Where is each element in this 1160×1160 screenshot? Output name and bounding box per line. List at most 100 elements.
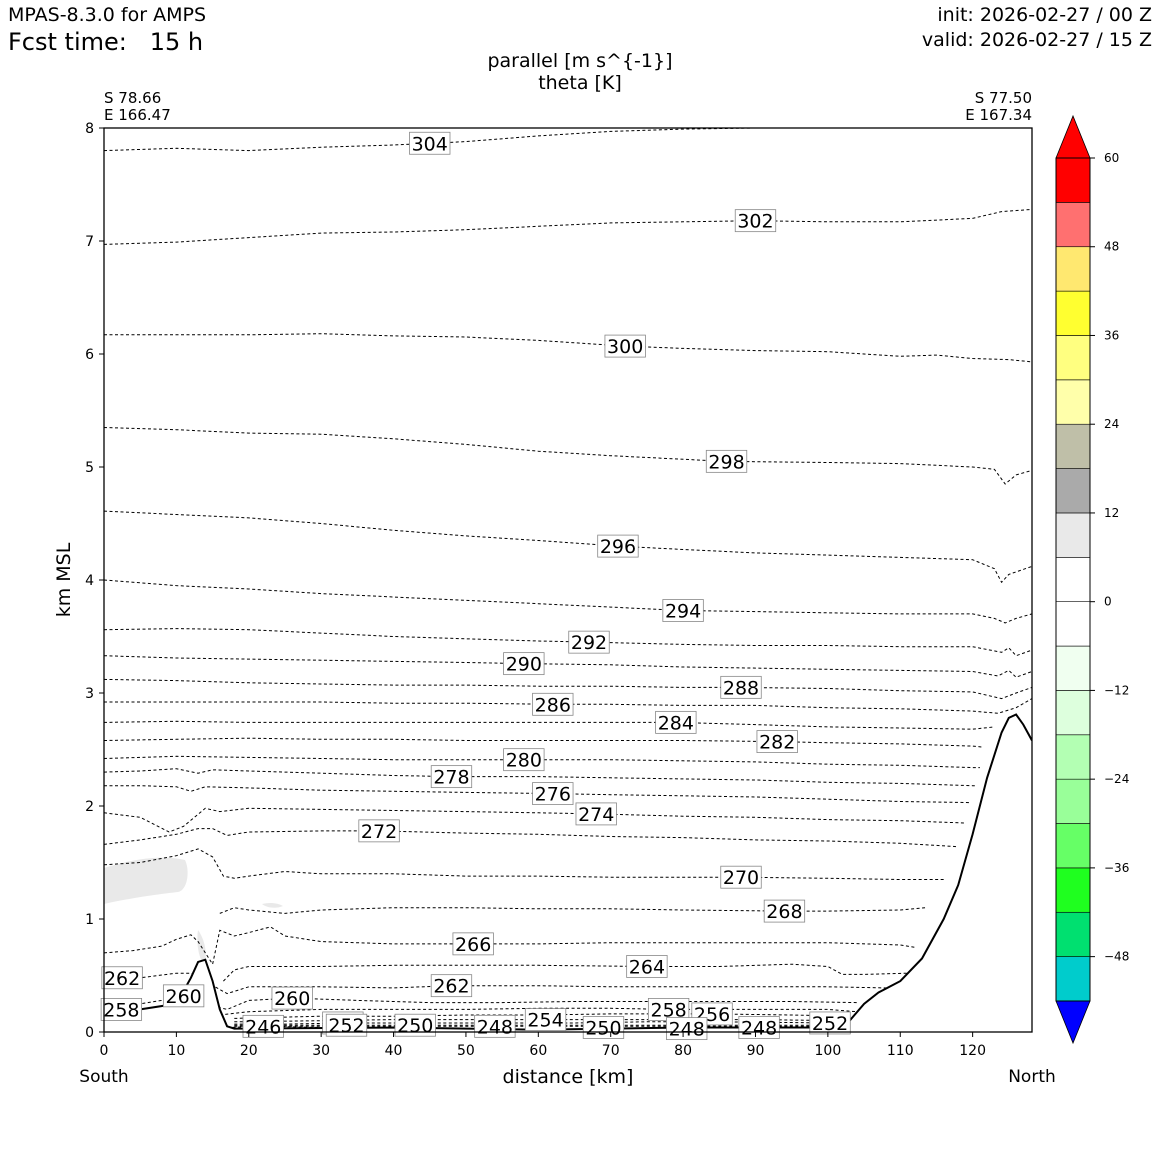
contour-label: 254 bbox=[527, 1010, 563, 1032]
contour-label: 294 bbox=[665, 601, 701, 623]
x-tick-label: 60 bbox=[529, 1043, 547, 1059]
colorbar-segment bbox=[1055, 290, 1091, 336]
theta-contour-300 bbox=[104, 333, 1032, 363]
colorbar-segment bbox=[1055, 468, 1091, 514]
contour-label-box bbox=[662, 599, 704, 622]
south-label: South bbox=[79, 1067, 128, 1087]
contour-label-box bbox=[532, 692, 574, 716]
contour-label: 248 bbox=[477, 1016, 513, 1038]
x-tick-label: 0 bbox=[100, 1043, 109, 1059]
y-tick-label: 7 bbox=[85, 234, 94, 250]
colorbar-segment bbox=[1055, 645, 1091, 691]
theta-contour-284 bbox=[104, 720, 995, 730]
theta-contour-266 bbox=[104, 926, 915, 966]
contour-label: 288 bbox=[723, 677, 759, 699]
colorbar-segment bbox=[1055, 557, 1091, 602]
contour-label-box bbox=[705, 449, 748, 473]
colorbar-tick-label: −12 bbox=[1104, 683, 1129, 697]
contour-label: 248 bbox=[669, 1019, 705, 1041]
x-tick-label: 80 bbox=[674, 1043, 692, 1059]
forecast-time-value: 15 h bbox=[149, 28, 204, 56]
theta-contour-282 bbox=[104, 737, 984, 748]
theta-contour-272 bbox=[104, 828, 959, 848]
contour-label: 250 bbox=[397, 1015, 433, 1037]
theta-contour-296 bbox=[104, 510, 1032, 584]
colorbar-extend-min bbox=[1055, 1000, 1091, 1045]
colorbar-tick-label: −24 bbox=[1104, 772, 1129, 786]
y-tick-label: 1 bbox=[85, 912, 94, 928]
contour-label-box bbox=[271, 986, 313, 1010]
contour-label-box bbox=[101, 966, 143, 990]
theta-contour-298 bbox=[104, 427, 1032, 485]
colorbar-segment bbox=[1055, 911, 1091, 957]
colorbar: 60 48 36 24 12 0 −12 −24 −36 −48 bbox=[1055, 114, 1129, 1045]
terrain-layer bbox=[104, 713, 1032, 1032]
y-tick-label: 0 bbox=[85, 1025, 94, 1041]
init-time: init: 2026-02-27 / 00 Z bbox=[937, 4, 1152, 26]
colorbar-tick-label: 0 bbox=[1104, 595, 1112, 609]
contour-label-box bbox=[430, 765, 473, 789]
contour-label: 284 bbox=[658, 712, 694, 734]
contour-label: 246 bbox=[245, 1016, 281, 1038]
valid-time: valid: 2026-02-27 / 15 Z bbox=[921, 29, 1152, 51]
contour-label-box bbox=[503, 652, 545, 676]
right-end-lon: E 167.34 bbox=[965, 106, 1032, 124]
colorbar-segment bbox=[1055, 778, 1091, 824]
contour-label: 270 bbox=[723, 867, 759, 889]
y-tick-label: 3 bbox=[85, 686, 94, 702]
theta-contour-294 bbox=[104, 579, 1032, 624]
colorbar-segment bbox=[1055, 512, 1091, 558]
model-title: MPAS-8.3.0 for AMPS bbox=[8, 4, 207, 26]
contour-label: 280 bbox=[506, 750, 542, 772]
x-tick-label: 10 bbox=[167, 1043, 185, 1059]
theta-contour-274 bbox=[104, 807, 966, 833]
theta-contour-276 bbox=[104, 785, 972, 804]
x-tick-label: 40 bbox=[385, 1043, 403, 1059]
x-tick-label: 90 bbox=[747, 1043, 765, 1059]
contour-label: 290 bbox=[506, 654, 542, 676]
x-axis: 0 10 20 30 40 50 60 70 80 90 100 110 120 bbox=[100, 1032, 986, 1059]
colorbar-segment bbox=[1055, 157, 1091, 203]
contour-label: 252 bbox=[812, 1013, 848, 1035]
contour-label-box bbox=[394, 1013, 436, 1037]
contour-label-box bbox=[503, 748, 545, 772]
contour-label-box bbox=[604, 334, 646, 358]
contour-label-box bbox=[738, 1016, 780, 1039]
contour-label: 292 bbox=[571, 632, 607, 654]
right-end-lat: S 77.50 bbox=[975, 89, 1032, 107]
contour-label-box bbox=[358, 819, 400, 843]
contour-label-box bbox=[325, 1013, 368, 1037]
contour-label: 250 bbox=[585, 1017, 621, 1039]
colorbar-segment bbox=[1055, 601, 1091, 647]
contour-label-box bbox=[666, 1017, 708, 1041]
y-axis: 0 1 2 3 4 5 6 7 8 bbox=[85, 121, 104, 1041]
left-end-lat: S 78.66 bbox=[104, 89, 161, 107]
wind-shade-patch bbox=[104, 857, 188, 904]
contour-label: 266 bbox=[455, 934, 491, 956]
contour-label: 262 bbox=[433, 976, 469, 998]
contour-label: 300 bbox=[607, 336, 643, 358]
colorbar-segment bbox=[1055, 379, 1091, 425]
theta-contour-286 bbox=[104, 698, 1032, 714]
y-tick-label: 5 bbox=[85, 460, 94, 476]
colorbar-segment bbox=[1055, 423, 1091, 469]
contour-label: 278 bbox=[433, 767, 469, 789]
y-tick-label: 4 bbox=[85, 573, 94, 589]
colorbar-segment bbox=[1055, 867, 1091, 913]
contour-label: 298 bbox=[708, 451, 744, 473]
colorbar-tick-label: 12 bbox=[1104, 506, 1119, 520]
x-tick-label: 20 bbox=[240, 1043, 258, 1059]
colorbar-segment bbox=[1055, 690, 1091, 736]
contour-label: 258 bbox=[103, 999, 139, 1021]
theta-contour-302 bbox=[104, 208, 1032, 245]
terrain-line bbox=[104, 713, 1032, 1031]
y-tick-label: 8 bbox=[85, 121, 94, 137]
theta-contour-280 bbox=[104, 755, 980, 769]
colorbar-segment bbox=[1055, 734, 1091, 780]
contour-label-box bbox=[809, 1011, 851, 1035]
contour-label: 252 bbox=[328, 1015, 364, 1037]
colorbar-frame bbox=[1055, 157, 1091, 1002]
y-axis-label: km MSL bbox=[53, 542, 75, 617]
contour-label: 276 bbox=[535, 784, 571, 806]
